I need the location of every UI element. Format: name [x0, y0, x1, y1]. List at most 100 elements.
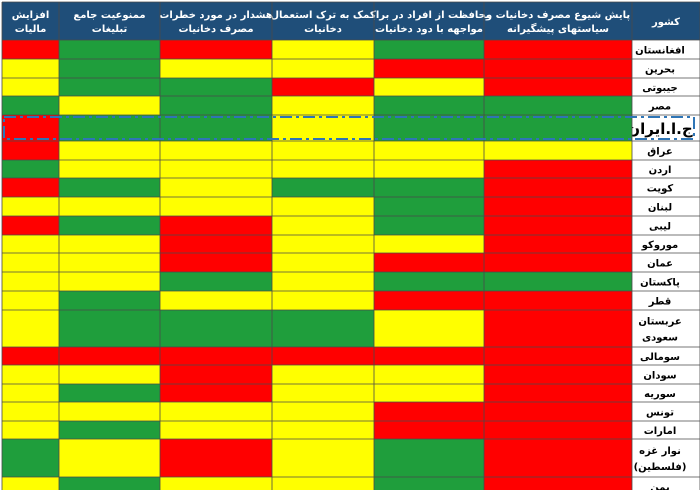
table-row: یمن: [2, 477, 700, 490]
level-cell-warn: [160, 272, 272, 291]
header-label-quit: دخانیات: [304, 24, 342, 35]
level-cell-warn: [160, 253, 272, 272]
country-cell: [632, 384, 700, 402]
country-label: افغانستان: [635, 46, 685, 57]
level-cell-ban: [59, 78, 160, 96]
country-label: ج.ا.ایران: [627, 120, 693, 138]
level-cell-warn: [160, 310, 272, 347]
country-label: قطر: [648, 297, 672, 308]
level-cell-quit: [272, 78, 374, 96]
table-row: اردن: [2, 160, 700, 178]
header-label-monitor: پایش شیوع مصرف دخانیات و: [485, 10, 630, 21]
level-cell-ban: [59, 310, 160, 347]
table-row: کویت: [2, 178, 700, 197]
header-cell-ban: [59, 2, 160, 40]
level-cell-protect: [374, 96, 484, 115]
level-cell-monitor: [484, 402, 632, 421]
level-cell-protect: [374, 253, 484, 272]
level-cell-quit: [272, 253, 374, 272]
header-label-protect: محافظت از افراد در برابر: [365, 10, 492, 21]
level-cell-protect: [374, 402, 484, 421]
level-cell-quit: [272, 160, 374, 178]
header-cell-tax: [2, 2, 59, 40]
level-cell-warn: [160, 59, 272, 78]
level-cell-tax: [2, 40, 59, 59]
table-row: قطر: [2, 291, 700, 310]
level-cell-monitor: [484, 178, 632, 197]
header-label-ban: ممنوعیت جامع: [73, 10, 145, 21]
country-label: امارات: [644, 426, 677, 437]
level-cell-monitor: [484, 235, 632, 253]
country-label: سودان: [643, 371, 676, 382]
level-cell-protect: [374, 347, 484, 365]
level-cell-protect: [374, 197, 484, 216]
country-label: سوریه: [644, 389, 676, 400]
country-cell: [632, 477, 700, 490]
country-cell: [632, 96, 700, 115]
level-cell-protect: [374, 160, 484, 178]
table-body: افغانستان بحرین جیبوتی مصر ج.ا.ایران عراق اردن…: [2, 40, 700, 490]
level-cell-protect: [374, 178, 484, 197]
level-cell-protect: [374, 477, 484, 490]
country-label: جیبوتی: [642, 83, 678, 94]
level-cell-monitor: [484, 141, 632, 160]
table-row: لیبی: [2, 216, 700, 235]
country-cell: [632, 40, 700, 59]
country-label: نوار غزه: [639, 446, 681, 457]
level-cell-tax: [2, 253, 59, 272]
level-cell-monitor: [484, 365, 632, 384]
header-label-tax: مالیات: [15, 24, 47, 35]
table-row: ج.ا.ایران: [2, 115, 700, 141]
country-cell: [632, 439, 700, 477]
level-cell-warn: [160, 439, 272, 477]
level-cell-quit: [272, 347, 374, 365]
country-cell: [632, 347, 700, 365]
country-cell: [632, 310, 700, 347]
level-cell-quit: [272, 96, 374, 115]
level-cell-ban: [59, 365, 160, 384]
country-label: مصر: [648, 102, 671, 113]
level-cell-protect: [374, 439, 484, 477]
level-cell-tax: [2, 439, 59, 477]
level-cell-tax: [2, 310, 59, 347]
level-cell-warn: [160, 197, 272, 216]
level-cell-monitor: [484, 216, 632, 235]
table-row: نوار غزه (فلسطین): [2, 439, 700, 477]
table-row: جیبوتی: [2, 78, 700, 96]
level-cell-tax: [2, 96, 59, 115]
level-cell-ban: [59, 216, 160, 235]
level-cell-monitor: [484, 384, 632, 402]
level-cell-warn: [160, 216, 272, 235]
country-cell: [632, 197, 700, 216]
country-label: اردن: [649, 165, 672, 176]
level-cell-tax: [2, 59, 59, 78]
level-cell-quit: [272, 235, 374, 253]
level-cell-ban: [59, 253, 160, 272]
country-cell: [632, 365, 700, 384]
level-cell-tax: [2, 402, 59, 421]
level-cell-monitor: [484, 78, 632, 96]
level-cell-ban: [59, 235, 160, 253]
level-cell-ban: [59, 421, 160, 439]
level-cell-warn: [160, 178, 272, 197]
level-cell-tax: [2, 235, 59, 253]
level-cell-protect: [374, 365, 484, 384]
level-cell-quit: [272, 384, 374, 402]
country-cell: [632, 78, 700, 96]
level-cell-quit: [272, 40, 374, 59]
country-cell: [632, 160, 700, 178]
level-cell-tax: [2, 78, 59, 96]
level-cell-tax: [2, 178, 59, 197]
level-cell-monitor: [484, 477, 632, 490]
level-cell-warn: [160, 477, 272, 490]
level-cell-ban: [59, 178, 160, 197]
table-row: عربستان سعودی: [2, 310, 700, 347]
level-cell-ban: [59, 40, 160, 59]
header-label-tax: افزایش: [12, 10, 50, 21]
level-cell-ban: [59, 59, 160, 78]
table-row: لبنان: [2, 197, 700, 216]
level-cell-warn: [160, 115, 272, 141]
country-cell: [632, 216, 700, 235]
level-cell-protect: [374, 40, 484, 59]
